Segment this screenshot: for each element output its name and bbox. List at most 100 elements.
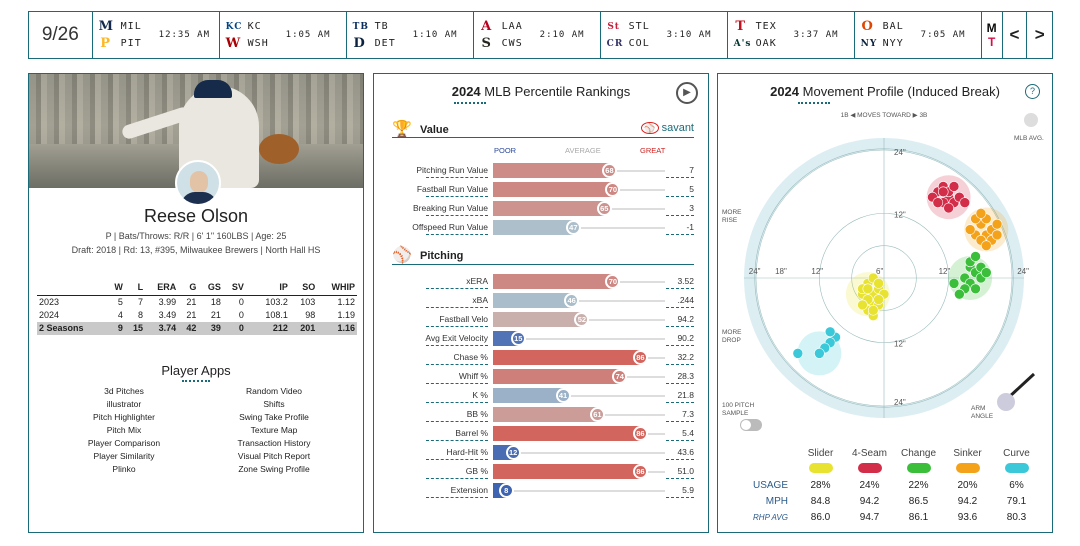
metric-value: 5.4	[666, 428, 694, 441]
metric-label: xERA	[374, 276, 488, 289]
more-rise-label: MORE	[722, 209, 742, 216]
percentile-row[interactable]: BB % 61 7.3	[374, 406, 708, 423]
stats-cell: 3.49	[158, 310, 177, 320]
stats-cell: 98	[305, 310, 316, 320]
percentile-row[interactable]: GB % 86 51.0	[374, 463, 708, 480]
player-app-link[interactable]: 3d Pitches	[104, 386, 144, 396]
percentile-rankings-panel: 2024 MLB Percentile Rankings ▶ 🏆 Value ⚾ …	[373, 73, 709, 533]
percentile-row[interactable]: K % 41 21.8	[374, 387, 708, 404]
stats-cell: 8	[138, 310, 144, 320]
player-card: Reese Olson P | Bats/Throws: R/R | 6' 1"…	[28, 73, 364, 533]
stats-header: G	[178, 279, 199, 296]
game-tile[interactable]: TB TB D DET 1:10 AM	[347, 12, 474, 58]
player-app-link[interactable]: Player Similarity	[93, 451, 155, 461]
player-app-link[interactable]: Player Comparison	[87, 438, 161, 448]
percentile-track	[493, 452, 665, 454]
player-app-link[interactable]: Random Video	[245, 386, 303, 396]
help-icon[interactable]: ?	[1025, 84, 1040, 99]
team-logo-icon: S	[481, 35, 492, 51]
ticker-prev-button[interactable]: <	[1003, 12, 1028, 58]
game-tile[interactable]: O BAL NY NYY 7:05 AM	[855, 12, 982, 58]
stats-header: ERA	[145, 279, 179, 296]
game-teams: M MIL P PIT	[99, 18, 159, 52]
player-app-link[interactable]: Pitch Mix	[106, 425, 142, 435]
game-tile[interactable]: KC KC W WSH 1:05 AM	[220, 12, 347, 58]
percentile-row[interactable]: Chase % 86 32.2	[374, 349, 708, 366]
player-app-link[interactable]: Texture Map	[250, 425, 298, 435]
game-tile[interactable]: A LAA S CWS 2:10 AM	[474, 12, 601, 58]
metric-value: 5.9	[666, 485, 694, 498]
pitch-dot	[862, 283, 874, 295]
player-app-link[interactable]: Swing Take Profile	[239, 412, 309, 422]
team-logo-icon: A	[481, 18, 493, 34]
game-teams: A LAA S CWS	[480, 18, 540, 52]
metric-label: Barrel %	[374, 428, 488, 441]
metric-value: 21.8	[666, 390, 694, 403]
pitch-dot	[943, 202, 954, 214]
pitch-dot	[970, 283, 981, 295]
percentile-row[interactable]: xBA 46 .244	[374, 292, 708, 309]
pitch-dot	[873, 278, 884, 289]
mlb-avg-icon	[1024, 113, 1038, 127]
scale-great: GREAT	[640, 146, 666, 155]
percentile-bar	[493, 464, 641, 479]
player-name: Reese Olson	[143, 206, 249, 226]
percentile-dot: 70	[605, 182, 621, 197]
ticker-extra-game[interactable]: M T	[982, 12, 1003, 58]
team-logo-icon: M	[98, 18, 115, 34]
player-app-link[interactable]: Plinko	[112, 464, 136, 474]
percentile-dot: 41	[555, 388, 571, 403]
game-teams: T TEX A's OAK	[734, 18, 794, 52]
movement-plot: 24" 12" 6" 12" 24" 12" 24" 18" 12" 24" 1B ◀ MOVES …	[722, 112, 1044, 420]
player-app-link[interactable]: illustrator	[106, 399, 142, 409]
percentile-row[interactable]: Hard-Hit % 12 43.6	[374, 444, 708, 461]
player-app-link[interactable]: Transaction History	[237, 438, 311, 448]
game-tile[interactable]: St STL CR COL 3:10 AM	[601, 12, 728, 58]
movement-title: 2024 Movement Profile (Induced Break)	[718, 84, 1052, 104]
player-app-link[interactable]: Pitch Highlighter	[93, 412, 155, 422]
game-tile[interactable]: M MIL P PIT 12:35 AM	[93, 12, 220, 58]
pitch-swatch	[894, 462, 943, 476]
percentile-row[interactable]: Fastball Run Value 70 5	[374, 181, 708, 198]
team-logo-icon: P	[100, 35, 112, 51]
percentile-row[interactable]: Pitching Run Value 68 7	[374, 162, 708, 179]
ticker-next-button[interactable]: >	[1034, 25, 1045, 44]
metric-value: 32.2	[666, 352, 694, 365]
pitch-dot	[975, 208, 987, 219]
pitch-dot	[954, 288, 965, 300]
pitch-dot	[970, 251, 981, 262]
sample-toggle[interactable]	[740, 419, 762, 431]
scale-poor: POOR	[494, 146, 517, 155]
pitch-dot	[824, 326, 836, 338]
player-app-link[interactable]: Visual Pitch Report	[237, 451, 311, 461]
percentile-row[interactable]: Fastball Velo 52 94.2	[374, 311, 708, 328]
percentile-row[interactable]: Whiff % 74 28.3	[374, 368, 708, 385]
percentile-row[interactable]: Avg Exit Velocity 15 90.2	[374, 330, 708, 347]
stats-header: W	[106, 279, 125, 296]
game-tile[interactable]: T TEX A's OAK 3:37 AM	[728, 12, 855, 58]
percentile-row[interactable]: Offspeed Run Value 47 -1	[374, 219, 708, 236]
stats-cell: 3.99	[158, 297, 177, 308]
pitch-usage: 22%	[908, 479, 929, 491]
team-abbr: STL	[628, 21, 650, 32]
play-icon[interactable]: ▶	[676, 82, 698, 104]
metric-value: 28.3	[666, 371, 694, 384]
team-logo-icon: M	[986, 21, 997, 35]
pitch-color-swatch	[906, 462, 931, 473]
percentile-row[interactable]: xERA 70 3.52	[374, 273, 708, 290]
avatar	[175, 160, 221, 206]
table-row: 2023 5 7 3.99 21 18 0 103.2 103 1.12	[37, 296, 357, 309]
pitch-rhp-avg: 93.6	[957, 511, 978, 523]
percentile-row[interactable]: Breaking Run Value 65 3	[374, 200, 708, 217]
team-abbr: TEX	[755, 21, 777, 32]
player-app-link[interactable]: Zone Swing Profile	[238, 464, 310, 474]
percentile-row[interactable]: Barrel % 86 5.4	[374, 425, 708, 442]
table-row: 2024 4 8 3.49 21 21 0 108.1 98 1.19	[37, 309, 357, 322]
percentile-row[interactable]: Extension 8 5.9	[374, 482, 708, 499]
pitch-mph: 94.2	[859, 495, 880, 507]
stats-cell: 7	[138, 297, 144, 308]
player-app-link[interactable]: Shifts	[263, 399, 285, 409]
team-abbr: COL	[628, 38, 650, 49]
game-teams: KC KC W WSH	[226, 18, 286, 52]
more-rise-label: RISE	[722, 217, 738, 224]
